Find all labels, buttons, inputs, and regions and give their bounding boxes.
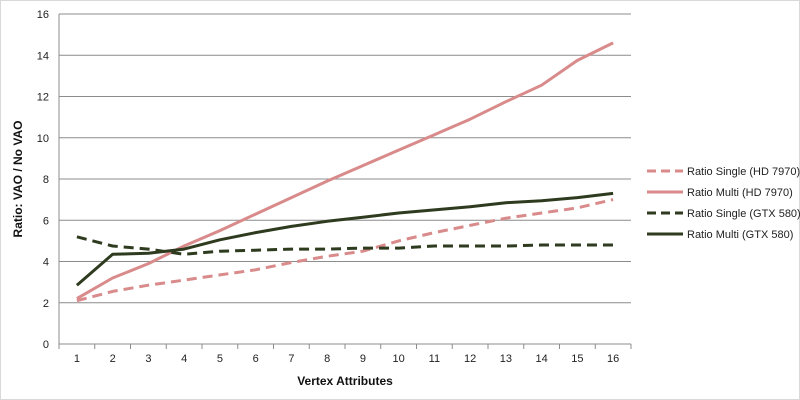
- y-tick-label: 16: [37, 9, 49, 21]
- legend: Ratio Single (HD 7970) Ratio Multi (HD 79…: [647, 166, 800, 241]
- series-line-1: [76, 198, 614, 303]
- x-tick-label: 6: [253, 353, 259, 365]
- y-tick-label: 0: [43, 339, 49, 351]
- x-tick-label: 7: [288, 353, 294, 365]
- y-tick-label: 12: [37, 92, 49, 104]
- gridlines: [59, 13, 631, 304]
- x-tick-label: 1: [74, 353, 80, 365]
- y-tick-label: 10: [37, 133, 49, 145]
- x-tick-label: 12: [464, 353, 476, 365]
- series-lines: [75, 41, 614, 303]
- x-tick-label: 14: [536, 353, 548, 365]
- legend-label-2: Ratio Multi (HD 7970): [687, 187, 793, 199]
- legend-label-4: Ratio Multi (GTX 580): [687, 229, 793, 241]
- legend-label-3: Ratio Single (GTX 580): [687, 208, 800, 220]
- x-tick-label: 11: [429, 353, 440, 365]
- series-line-3: [76, 235, 614, 256]
- x-tick-label: 8: [324, 353, 330, 365]
- x-tick-label: 5: [217, 353, 223, 365]
- x-tick-label: 15: [571, 353, 583, 365]
- legend-label-1: Ratio Single (HD 7970): [687, 166, 800, 178]
- x-tick-label: 4: [181, 353, 187, 365]
- x-tick-label: 9: [360, 353, 366, 365]
- y-tick-label: 2: [43, 298, 49, 310]
- x-tick-label: 10: [393, 353, 405, 365]
- x-tick-label: 2: [110, 353, 116, 365]
- y-tick-label: 8: [43, 174, 49, 186]
- y-tick-label: 6: [43, 215, 49, 227]
- y-tick-label: 4: [43, 257, 49, 269]
- series-line-4: [75, 191, 614, 287]
- x-tick-label: 16: [607, 353, 619, 365]
- y-tick-label: 14: [37, 50, 49, 62]
- y-axis-title: Ratio: VAO / No VAO: [11, 121, 25, 238]
- x-tick-label: 13: [500, 353, 512, 365]
- x-axis-title: Vertex Attributes: [297, 374, 393, 388]
- series-line-2: [76, 41, 614, 300]
- x-tick-label: 3: [145, 353, 151, 365]
